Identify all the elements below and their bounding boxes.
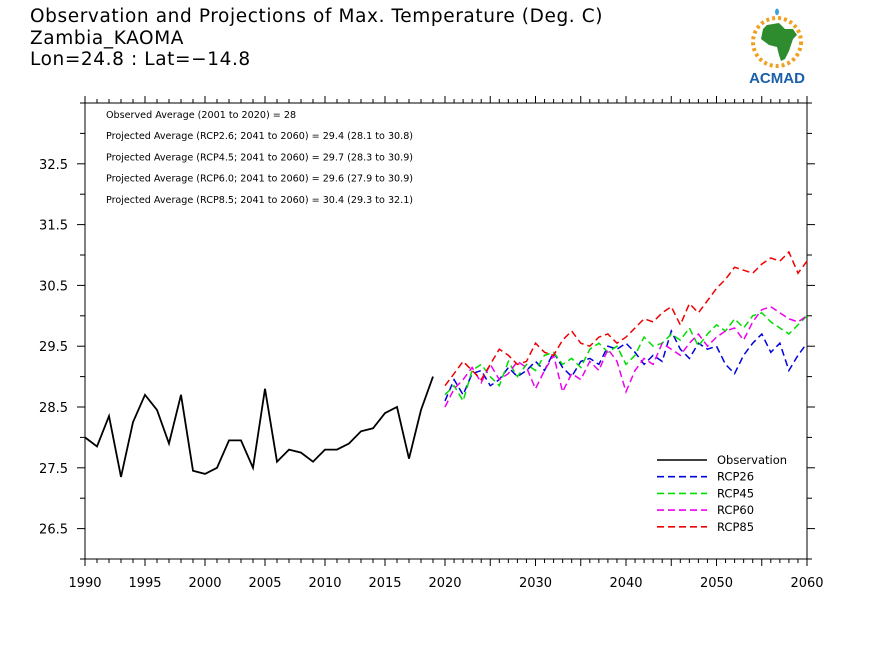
acmad-logo: ACMAD (749, 8, 805, 87)
legend: Observation RCP26 RCP45 RCP60 RCP85 (657, 453, 787, 534)
africa-icon (761, 23, 797, 61)
legend-label: RCP45 (717, 486, 754, 500)
x-tick-label: 1990 (68, 576, 101, 591)
x-tick-label: 2030 (519, 576, 552, 591)
logo-text: ACMAD (749, 70, 805, 87)
x-tick-label: 2050 (700, 576, 733, 591)
x-tick-label: 2005 (248, 576, 281, 591)
annotation-block: Observed Average (2001 to 2020) = 28 Proj… (106, 110, 413, 206)
legend-label: RCP85 (717, 520, 754, 534)
y-tick-label: 28.5 (39, 401, 68, 416)
y-tick-label: 30.5 (39, 279, 68, 294)
y-axis-labels: 26.5 27.5 28.5 29.5 30.5 31.5 32.5 (39, 158, 68, 538)
legend-label: RCP26 (717, 470, 754, 484)
axis-ticks (77, 96, 815, 566)
series-layer (84, 250, 808, 478)
plot-frame (84, 102, 808, 560)
x-tick-label: 2000 (188, 576, 221, 591)
x-tick-label: 1995 (128, 576, 161, 591)
sun-icon (751, 8, 803, 68)
annotation-line: Projected Average (RCP2.6; 2041 to 2060)… (106, 131, 413, 142)
annotation-line: Projected Average (RCP6.0; 2041 to 2060)… (106, 174, 413, 185)
annotation-line: Projected Average (RCP8.5; 2041 to 2060)… (106, 195, 413, 206)
x-tick-label: 2015 (368, 576, 401, 591)
coordinates-label: Lon=24.8 : Lat=−14.8 (30, 49, 251, 70)
annotation-line: Projected Average (RCP4.5; 2041 to 2060)… (106, 152, 413, 163)
y-tick-label: 27.5 (39, 462, 68, 477)
legend-label: RCP60 (717, 503, 754, 517)
series-line-rcp60 (444, 305, 808, 408)
y-tick-label: 29.5 (39, 340, 68, 355)
x-tick-label: 2040 (609, 576, 642, 591)
legend-label: Observation (717, 453, 787, 467)
x-tick-label: 2010 (308, 576, 341, 591)
annotation-line: Observed Average (2001 to 2020) = 28 (106, 110, 296, 121)
chart-title: Observation and Projections of Max. Temp… (30, 6, 604, 27)
series-line-observation (84, 376, 434, 478)
x-tick-label: 2020 (428, 576, 461, 591)
location-label: Zambia_KAOMA (30, 27, 185, 49)
y-tick-label: 32.5 (39, 158, 68, 173)
chart-header: Observation and Projections of Max. Temp… (30, 6, 603, 71)
y-tick-label: 26.5 (39, 523, 68, 538)
x-tick-label: 2060 (790, 576, 823, 591)
series-line-rcp85 (444, 250, 808, 387)
x-axis-labels: 1990 1995 2000 2005 2010 2015 2020 2030 2040 2050… (68, 576, 823, 591)
series-line-rcp45 (444, 311, 808, 403)
y-tick-label: 31.5 (39, 219, 68, 234)
